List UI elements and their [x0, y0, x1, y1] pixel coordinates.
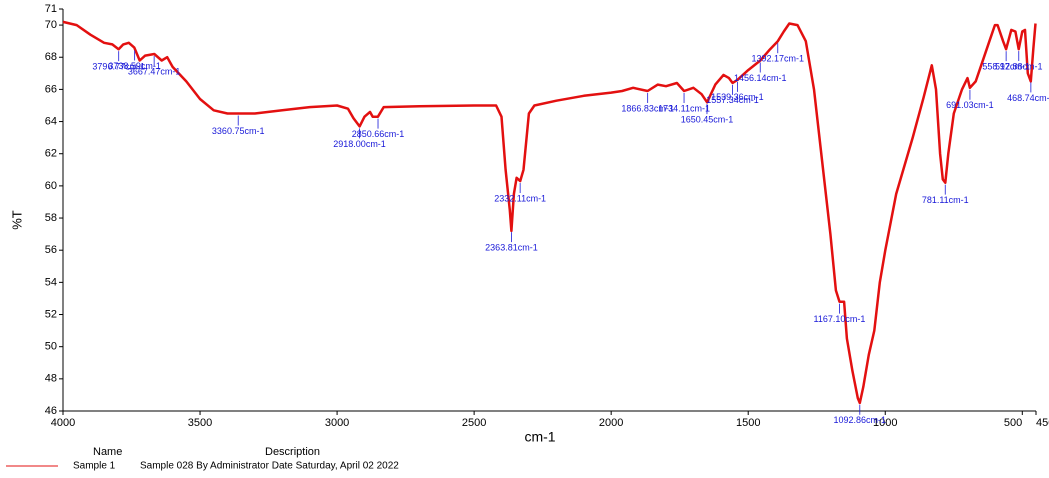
peak-label: 512.88cm-1 — [995, 61, 1043, 71]
y-tick-label: 56 — [45, 244, 57, 256]
peak-label: 2918.00cm-1 — [333, 139, 386, 149]
peak-label: 1557.34cm-1 — [706, 95, 759, 105]
peak-label: 1392.17cm-1 — [751, 54, 804, 64]
peak-label: 691.03cm-1 — [946, 100, 994, 110]
y-tick-label: 46 — [45, 405, 57, 417]
peak-label: 1092.86cm-1 — [834, 415, 887, 425]
peak-label: 3738.59cm-1 — [108, 61, 161, 71]
peak-label: 3667.47cm-1 — [128, 66, 181, 76]
peak-label: 1539.36cm-1 — [711, 92, 764, 102]
spectrum-line — [62, 20, 1037, 405]
peak-label: 1650.45cm-1 — [681, 114, 734, 124]
peak-label: 2332.11cm-1 — [494, 193, 546, 203]
legend-header: Name — [93, 446, 122, 458]
y-tick-label: 70 — [45, 19, 57, 31]
peak-label: 1456.14cm-1 — [734, 73, 787, 83]
x-tick-label: 2000 — [599, 417, 623, 429]
legend-description: Sample 028 By Administrator Date Saturda… — [140, 461, 399, 472]
y-tick-label: 66 — [45, 83, 57, 95]
peak-label: 2363.81cm-1 — [485, 242, 538, 252]
x-axis-label: cm-1 — [524, 429, 555, 445]
x-tick-label: 2500 — [462, 417, 486, 429]
peak-label: 1167.10cm-1 — [814, 314, 866, 324]
peak-label: 781.11cm-1 — [922, 195, 969, 205]
x-tick-label: 4000 — [51, 417, 75, 429]
legend-name: Sample 1 — [73, 461, 116, 472]
peak-label: 1734.11cm-1 — [658, 103, 710, 113]
peak-label: 468.74cm-1 — [1007, 93, 1049, 103]
legend-header: Description — [265, 446, 320, 458]
peak-label: 1866.83cm-1 — [621, 103, 674, 113]
x-tick-label: 1500 — [736, 417, 760, 429]
y-tick-label: 58 — [45, 212, 57, 224]
y-tick-label: 52 — [45, 308, 57, 320]
x-tick-label: 450 — [1036, 417, 1049, 429]
y-tick-label: 68 — [45, 51, 57, 63]
y-axis-label: %T — [9, 210, 24, 230]
peak-label: 3796.77cm-1 — [92, 62, 145, 72]
y-tick-label: 48 — [45, 373, 57, 385]
x-tick-label: 1000 — [873, 417, 897, 429]
y-tick-label: 60 — [45, 180, 57, 192]
y-tick-label: 54 — [45, 276, 57, 288]
y-tick-label: 71 — [45, 3, 57, 15]
x-tick-label: 3500 — [188, 417, 212, 429]
peak-label: 558.97cm-1 — [982, 62, 1030, 72]
y-tick-label: 62 — [45, 148, 57, 160]
peak-label: 2850.66cm-1 — [352, 129, 405, 139]
peak-label: 3360.75cm-1 — [212, 126, 265, 136]
y-tick-label: 64 — [45, 115, 57, 127]
x-tick-label: 500 — [1004, 417, 1022, 429]
x-tick-label: 3000 — [325, 417, 349, 429]
y-tick-label: 50 — [45, 341, 57, 353]
